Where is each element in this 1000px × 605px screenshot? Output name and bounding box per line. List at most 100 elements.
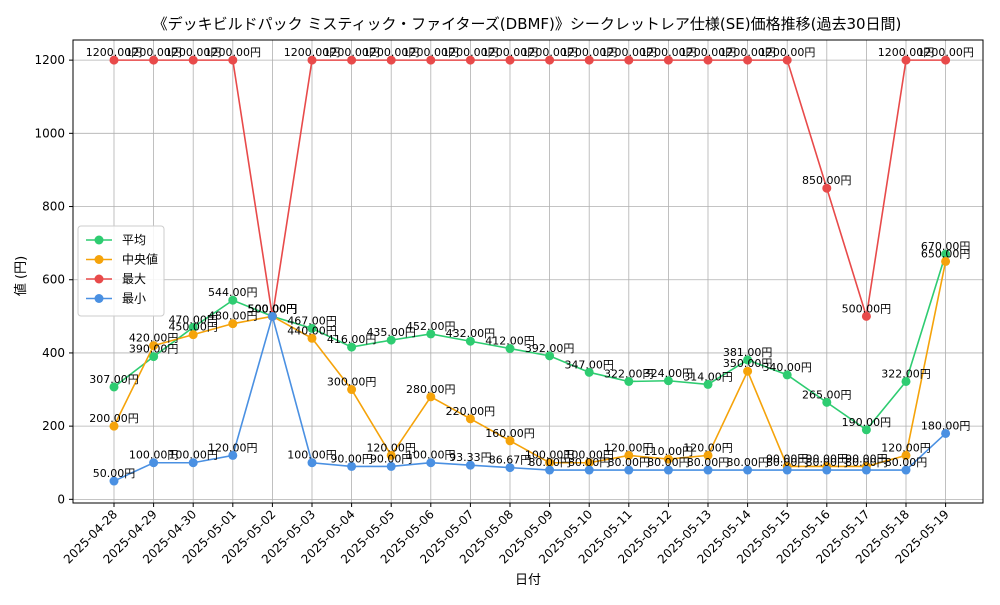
data-label: 86.67円 (489, 454, 532, 467)
data-label: 1200.00円 (125, 46, 182, 59)
data-label: 80.00円 (687, 456, 730, 469)
data-point (228, 295, 238, 305)
data-label: 80.00円 (528, 456, 571, 469)
data-point (188, 458, 198, 468)
data-point (505, 436, 515, 446)
data-point (149, 352, 159, 362)
data-label: 420.00円 (129, 332, 179, 345)
data-point (505, 55, 515, 65)
data-label: 80.00円 (647, 456, 690, 469)
data-point (465, 460, 475, 470)
data-label: 467.00円 (287, 314, 337, 327)
x-axis-title: 日付 (515, 573, 541, 588)
data-label: 1200.00円 (640, 46, 697, 59)
data-point (743, 355, 753, 365)
axis-ticks: 0200400600800100012002025-04-282025-04-2… (34, 53, 951, 566)
data-point (703, 465, 713, 475)
data-label: 500.00円 (248, 302, 298, 315)
data-label: 416.00円 (327, 333, 377, 346)
data-label: 307.00円 (89, 373, 139, 386)
data-label: 280.00円 (406, 383, 456, 396)
data-label: 50.00円 (93, 467, 136, 480)
data-label: 180.00円 (921, 419, 971, 432)
data-point (703, 379, 713, 389)
data-point (822, 465, 832, 475)
data-label: 324.00円 (644, 367, 694, 380)
data-point (109, 55, 119, 65)
data-point (347, 385, 357, 395)
data-point (109, 421, 119, 431)
data-point (149, 458, 159, 468)
data-label: 1200.00円 (561, 46, 618, 59)
data-point (465, 55, 475, 65)
data-label: 440.00円 (287, 324, 337, 337)
legend-marker (94, 255, 104, 264)
data-label: 412.00円 (485, 335, 535, 348)
series-line-3 (114, 59, 946, 317)
data-point (941, 256, 951, 266)
data-point (584, 465, 594, 475)
data-label: 390.00円 (129, 343, 179, 356)
data-point (782, 370, 792, 380)
data-label: 1200.00円 (165, 46, 222, 59)
data-point (267, 311, 277, 321)
data-label: 450.00円 (168, 321, 218, 334)
data-label: 1200.00円 (719, 46, 776, 59)
data-point (822, 397, 832, 407)
data-label: 347.00円 (564, 358, 614, 371)
data-point (584, 55, 594, 65)
y-tick-label: 600 (42, 273, 65, 287)
grid (73, 40, 983, 503)
data-label: 120.00円 (881, 441, 931, 454)
data-label: 1200.00円 (403, 46, 460, 59)
data-label: 90.00円 (370, 452, 413, 465)
data-point (941, 55, 951, 65)
data-point (663, 376, 673, 386)
data-label: 80.00円 (608, 456, 651, 469)
data-label: 314.00円 (683, 370, 733, 383)
plot-frame (72, 39, 984, 504)
data-label: 80.00円 (568, 456, 611, 469)
data-label: 500.00円 (248, 302, 298, 315)
data-point (149, 341, 159, 351)
data-label: 1200.00円 (601, 46, 658, 59)
data-label: 300.00円 (327, 376, 377, 389)
legend-box (77, 225, 165, 317)
series-line-2 (113, 261, 947, 468)
y-tick-label: 400 (42, 346, 65, 360)
data-label: 1200.00円 (205, 46, 262, 59)
data-point (861, 425, 871, 435)
data-point (426, 55, 436, 65)
data-label: 265.00円 (802, 388, 852, 401)
data-point (386, 461, 396, 471)
data-label: 90.00円 (806, 452, 849, 465)
data-point (307, 323, 317, 333)
y-tick-label: 1000 (34, 126, 65, 140)
legend-label: 最小 (122, 292, 146, 306)
data-point (465, 336, 475, 346)
data-label: 220.00円 (446, 405, 496, 418)
data-point (386, 335, 396, 345)
data-label: 670.00円 (921, 240, 971, 253)
data-label: 1200.00円 (917, 46, 974, 59)
data-labels: 307.00円390.00円470.00円544.00円500.00円467.0… (86, 46, 974, 480)
legend-marker (94, 235, 104, 245)
data-label: 1200.00円 (680, 46, 737, 59)
data-label: 80.00円 (806, 456, 849, 469)
data-label: 1200.00円 (521, 46, 578, 59)
y-axis-title: 値 (円) (13, 256, 29, 296)
data-point (386, 450, 396, 460)
data-label: 160.00円 (485, 427, 535, 440)
data-label: 500.00円 (248, 302, 298, 315)
data-point (663, 465, 673, 475)
data-label: 1200.00円 (323, 46, 380, 59)
data-label: 500.00円 (248, 302, 298, 315)
data-label: 120.00円 (208, 441, 258, 454)
data-label: 93.33円 (449, 451, 492, 464)
data-label: 100.00円 (525, 449, 575, 462)
data-label: 80.00円 (845, 456, 888, 469)
data-label: 381.00円 (723, 346, 773, 359)
data-label: 322.00円 (881, 367, 931, 380)
